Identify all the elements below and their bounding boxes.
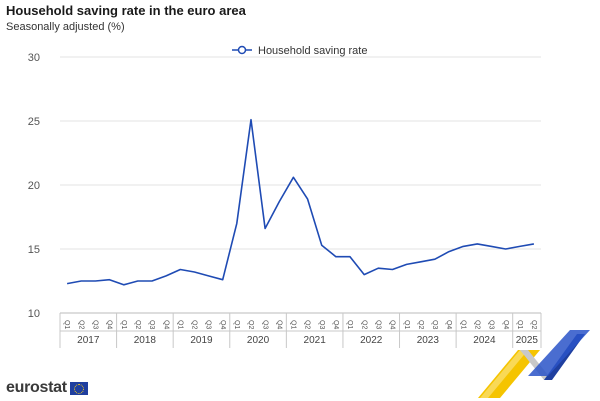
x-year-label: 2018 — [134, 335, 157, 346]
x-quarter-label: Q3 — [92, 320, 99, 329]
x-quarter-label: Q1 — [346, 320, 353, 329]
x-quarter-label: Q4 — [219, 320, 226, 329]
x-quarter-label: Q3 — [318, 320, 325, 329]
eurostat-brand-graphic — [478, 330, 590, 398]
x-quarter-label: Q1 — [459, 320, 466, 329]
y-tick-label: 15 — [28, 244, 40, 256]
x-quarter-label: Q2 — [247, 320, 254, 329]
x-quarter-label: Q1 — [233, 320, 240, 329]
x-quarter-label: Q2 — [304, 320, 311, 329]
x-quarter-label: Q4 — [106, 320, 113, 329]
x-year-label: 2023 — [417, 335, 440, 346]
chart-subtitle: Seasonally adjusted (%) — [6, 21, 125, 33]
x-quarter-label: Q4 — [275, 320, 282, 329]
x-quarter-label: Q1 — [516, 320, 523, 329]
x-year-label: 2021 — [304, 335, 327, 346]
x-year-label: 2022 — [360, 335, 383, 346]
chart-title: Household saving rate in the euro area — [6, 3, 246, 18]
x-quarter-label: Q3 — [488, 320, 495, 329]
legend[interactable]: Household saving rate — [232, 45, 367, 57]
x-quarter-label: Q1 — [290, 320, 297, 329]
x-year-label: 2017 — [77, 335, 100, 346]
x-quarter-label: Q4 — [332, 320, 339, 329]
x-quarter-label: Q4 — [389, 320, 396, 329]
x-quarter-label: Q1 — [403, 320, 410, 329]
series-line — [66, 118, 535, 286]
eu-flag-icon — [69, 381, 88, 395]
y-tick-label: 25 — [28, 116, 40, 128]
x-year-label: 2019 — [190, 335, 213, 346]
x-quarter-label: Q1 — [120, 320, 127, 329]
eurostat-logo: eurostat — [6, 379, 88, 397]
eurostat-wordmark: eurostat — [6, 379, 67, 396]
y-tick-label: 10 — [28, 308, 40, 320]
legend-marker-icon — [237, 45, 247, 55]
x-quarter-label: Q3 — [205, 320, 212, 329]
x-quarter-label: Q2 — [134, 320, 141, 329]
y-tick-label: 20 — [28, 180, 40, 192]
x-quarter-label: Q3 — [148, 320, 155, 329]
x-quarter-label: Q4 — [502, 320, 509, 329]
x-quarter-label: Q2 — [530, 320, 537, 329]
x-quarter-label: Q1 — [63, 320, 70, 329]
y-tick-label: 30 — [28, 52, 40, 64]
x-quarter-label: Q2 — [417, 320, 424, 329]
x-quarter-label: Q2 — [77, 320, 84, 329]
x-quarter-label: Q4 — [162, 320, 169, 329]
x-quarter-label: Q1 — [176, 320, 183, 329]
x-quarter-label: Q2 — [473, 320, 480, 329]
x-year-label: 2024 — [473, 335, 496, 346]
x-quarter-label: Q4 — [445, 320, 452, 329]
x-year-label: 2025 — [516, 335, 539, 346]
x-year-label: 2020 — [247, 335, 270, 346]
x-quarter-label: Q3 — [374, 320, 381, 329]
legend-label: Household saving rate — [258, 45, 367, 57]
x-quarter-label: Q3 — [261, 320, 268, 329]
x-quarter-label: Q2 — [191, 320, 198, 329]
x-quarter-label: Q3 — [431, 320, 438, 329]
x-quarter-label: Q2 — [360, 320, 367, 329]
